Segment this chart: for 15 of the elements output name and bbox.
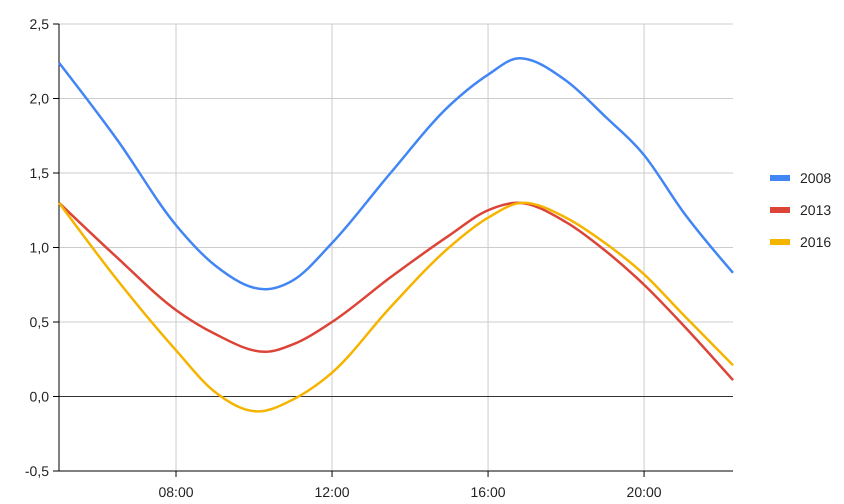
line-series <box>58 57 734 290</box>
legend-label: 2016 <box>800 234 832 250</box>
y-tick-label: 1,0 <box>30 239 50 256</box>
y-tick-label: 1,5 <box>30 164 50 181</box>
x-tick-label: 16:00 <box>470 484 506 500</box>
x-tick-label: 20:00 <box>626 484 662 500</box>
y-tick-label: 2,0 <box>30 90 50 106</box>
legend-label: 2013 <box>800 202 832 218</box>
y-tick-label: 2,5 <box>30 16 50 32</box>
legend-label: 2008 <box>800 170 832 186</box>
y-tick-label: 0,0 <box>30 388 50 404</box>
x-tick-label: 12:00 <box>314 484 350 500</box>
y-tick-label: -0,5 <box>24 462 50 479</box>
x-tick-label: 08:00 <box>158 484 194 500</box>
y-tick-label: 0,5 <box>30 314 50 330</box>
